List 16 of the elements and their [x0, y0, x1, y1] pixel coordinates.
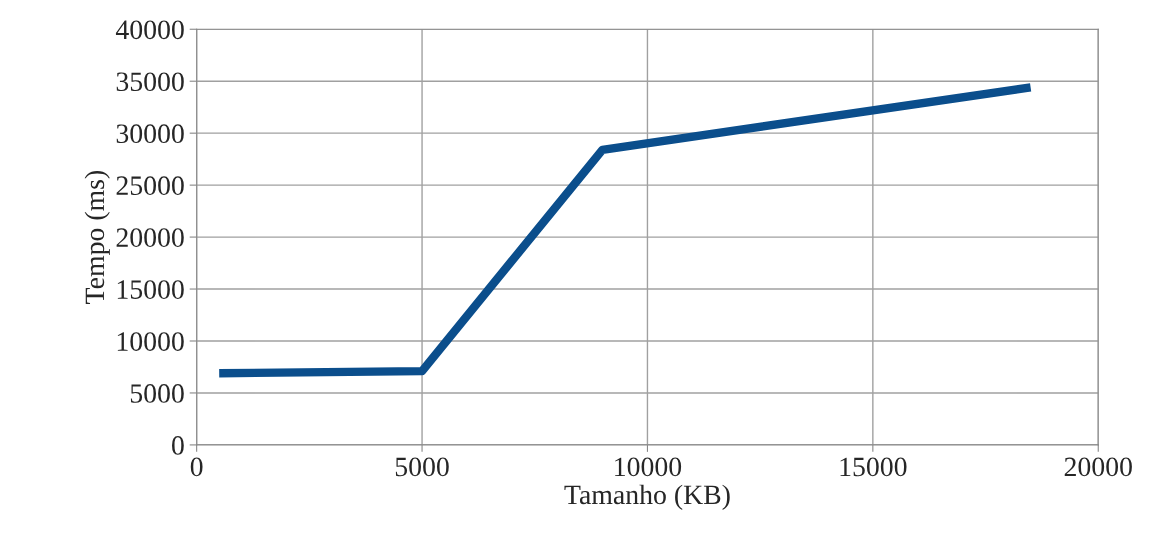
x-tick-label: 10000 — [615, 457, 682, 477]
y-tick-label: 5000 — [130, 384, 184, 403]
y-axis-title: Tempo (ms) — [84, 171, 110, 304]
x-axis-title: Tamanho (KB) — [564, 484, 730, 510]
y-tick-label: 0 — [172, 436, 184, 455]
y-tick-label: 30000 — [116, 124, 184, 144]
y-tick-label: 35000 — [116, 72, 184, 92]
y-tick-label: 10000 — [117, 332, 184, 351]
y-tick-label: 15000 — [117, 280, 184, 299]
y-tick-label: 25000 — [116, 176, 184, 196]
x-tick-label: 15000 — [840, 457, 907, 477]
x-tick-label: 20000 — [1064, 457, 1132, 477]
y-tick-label: 40000 — [115, 20, 184, 40]
x-tick-label: 0 — [190, 457, 203, 477]
y-tick-label: 20000 — [116, 228, 184, 247]
x-tick-label: 5000 — [395, 457, 449, 477]
